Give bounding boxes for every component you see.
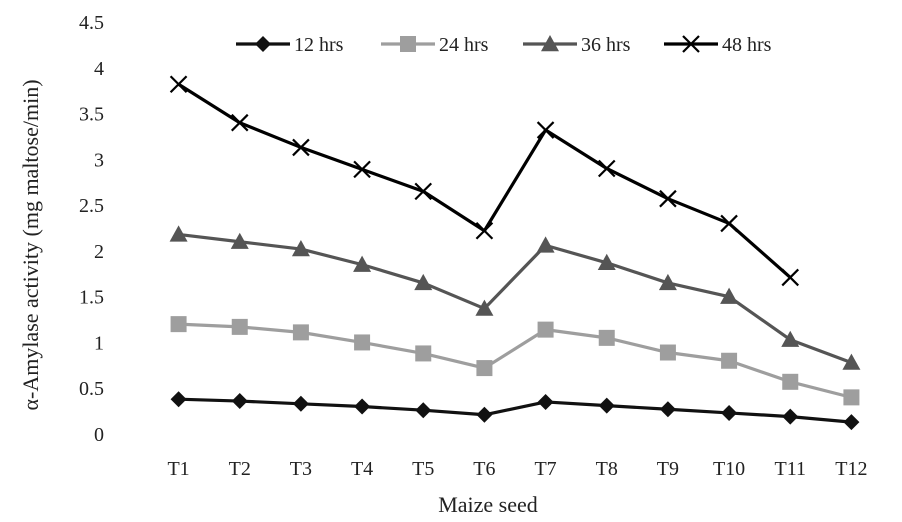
- legend: 12 hrs 24 hrs 36 hrs 48 hrs: [236, 34, 772, 56]
- series-line: [178, 232, 852, 365]
- y-tick-label: 2.5: [79, 195, 104, 217]
- legend-label: 12 hrs: [294, 34, 344, 56]
- data-point: [169, 75, 188, 94]
- data-point: [292, 138, 310, 157]
- data-point: [781, 268, 800, 287]
- data-point: [720, 214, 738, 233]
- data-point: [354, 398, 371, 415]
- data-point: [475, 299, 494, 316]
- legend-marker: [400, 36, 416, 52]
- data-point: [598, 329, 615, 346]
- data-point: [782, 408, 799, 425]
- x-tick-label: T6: [473, 458, 495, 480]
- y-tick-label: 4.5: [79, 12, 104, 34]
- legend-marker: [682, 35, 700, 53]
- legend-label: 36 hrs: [581, 34, 631, 56]
- data-point: [415, 402, 432, 419]
- data-point: [353, 160, 371, 179]
- data-point: [169, 225, 188, 242]
- x-tick-label: T11: [775, 458, 806, 480]
- data-point: [720, 287, 739, 304]
- y-tick-label: 0.5: [79, 378, 104, 400]
- x-tick-label: T1: [167, 458, 189, 480]
- data-point: [476, 360, 493, 377]
- data-point: [537, 321, 554, 338]
- data-point: [658, 273, 677, 291]
- x-tick-label: T12: [835, 458, 867, 480]
- x-tick-label: T10: [713, 458, 745, 480]
- legend-marker: [541, 35, 559, 52]
- data-point: [597, 159, 616, 178]
- data-point: [291, 240, 310, 257]
- data-point: [230, 232, 249, 249]
- data-point: [231, 318, 248, 335]
- x-tick-label: T8: [596, 458, 618, 480]
- series-48-hrs: [169, 75, 800, 287]
- data-point: [170, 391, 187, 408]
- series-layer: [169, 75, 861, 431]
- y-tick-label: 3: [94, 149, 104, 171]
- y-tick-labels: 0 0.5 1 1.5 2 2.5 3 3.5 4 4.5: [79, 12, 104, 446]
- data-point: [597, 253, 616, 270]
- data-point: [354, 334, 371, 351]
- series-12-hrs: [170, 391, 860, 431]
- series-line: [178, 397, 852, 424]
- data-point: [721, 352, 738, 369]
- data-point: [414, 182, 433, 201]
- x-tick-label: T7: [534, 458, 556, 480]
- x-tick-label: T2: [229, 458, 251, 480]
- data-point: [659, 401, 676, 418]
- series-line: [178, 322, 852, 399]
- data-point: [230, 113, 249, 132]
- y-tick-label: 1: [94, 332, 104, 354]
- data-point: [721, 404, 738, 421]
- y-axis-title: α-Amylase activity (mg maltose/min): [18, 79, 43, 410]
- data-point: [353, 255, 372, 272]
- legend-item: 12 hrs: [236, 34, 344, 56]
- legend-marker: [255, 36, 271, 52]
- data-point: [598, 397, 615, 414]
- data-point: [414, 273, 433, 291]
- y-tick-label: 4: [94, 58, 104, 80]
- legend-label: 24 hrs: [439, 34, 489, 56]
- series-line: [177, 82, 792, 279]
- y-tick-label: 1.5: [79, 287, 104, 309]
- x-tick-label: T9: [657, 458, 679, 480]
- data-point: [843, 389, 860, 406]
- series-36-hrs: [169, 225, 861, 370]
- data-point: [536, 236, 555, 253]
- data-point: [843, 414, 860, 431]
- data-point: [781, 330, 800, 347]
- legend-item: 36 hrs: [523, 34, 631, 56]
- data-point: [782, 373, 799, 390]
- x-tick-label: T3: [290, 458, 312, 480]
- legend-label: 48 hrs: [722, 34, 772, 56]
- legend-item: 24 hrs: [381, 34, 489, 56]
- data-point: [537, 393, 554, 410]
- x-tick-label: T5: [412, 458, 434, 480]
- y-tick-label: 2: [94, 241, 104, 263]
- data-point: [170, 316, 187, 333]
- series-24-hrs: [170, 316, 860, 406]
- data-point: [231, 393, 248, 410]
- y-tick-label: 3.5: [79, 104, 104, 126]
- data-point: [292, 324, 309, 341]
- data-point: [659, 189, 677, 208]
- x-tick-labels: T1 T2 T3 T4 T5 T6 T7 T8 T9 T10 T11 T12: [167, 458, 867, 480]
- data-point: [476, 406, 493, 423]
- data-point: [659, 344, 676, 361]
- data-point: [415, 345, 432, 362]
- data-point: [475, 221, 494, 240]
- data-point: [536, 121, 555, 139]
- legend-item: 48 hrs: [664, 34, 772, 56]
- y-tick-label: 0: [94, 424, 104, 446]
- x-tick-label: T4: [351, 458, 373, 480]
- data-point: [842, 353, 861, 370]
- data-point: [292, 395, 309, 412]
- x-axis-title: Maize seed: [438, 492, 538, 517]
